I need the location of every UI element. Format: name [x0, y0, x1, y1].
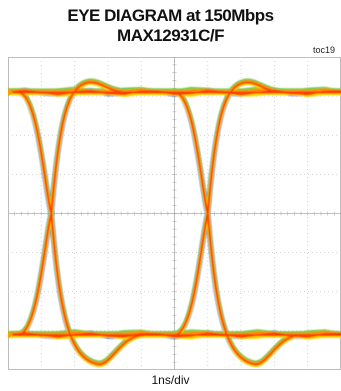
trace-falling-edge: [8, 91, 341, 366]
channel-level-marker: [8, 330, 13, 339]
channel-level-marker: [8, 88, 13, 97]
plot-area: [8, 57, 341, 370]
chart-subtitle: MAX12931C/F: [117, 26, 224, 45]
trace-rising-edge: [8, 81, 341, 336]
figure-id-label: toc19: [312, 45, 335, 55]
chart-title: EYE DIAGRAM at 150Mbps: [67, 6, 274, 25]
chart-title-block: EYE DIAGRAM at 150Mbps MAX12931C/F: [0, 6, 341, 46]
trace-rising-edge: [8, 81, 341, 336]
x-axis-label: 1ns/div: [151, 373, 190, 387]
marker-layer: [8, 88, 13, 339]
trace-layer: [8, 78, 341, 368]
eye-diagram-plot: [8, 57, 341, 370]
trace-falling-edge: [8, 91, 341, 366]
grid-layer: [8, 57, 341, 370]
